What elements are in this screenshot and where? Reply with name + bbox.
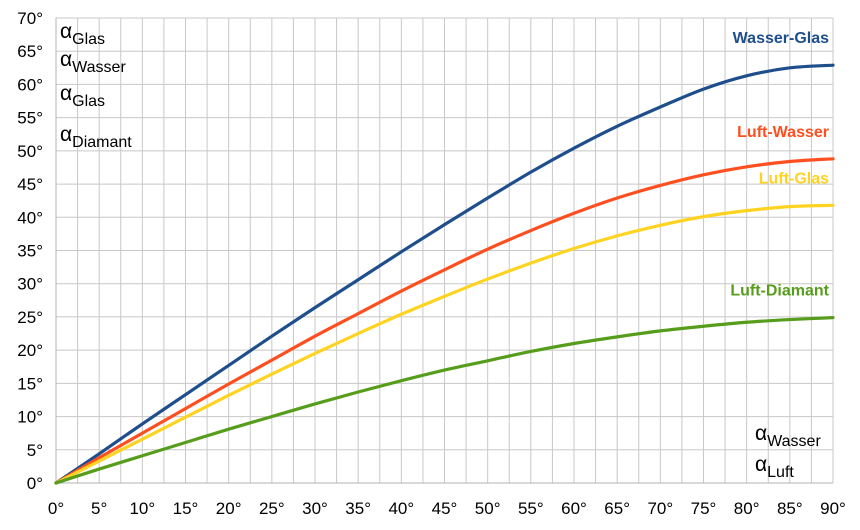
x-tick-label: 60° — [561, 499, 587, 518]
y-tick-label: 70° — [17, 9, 43, 28]
series-label-luft-wasser: Luft-Wasser — [737, 124, 829, 141]
x-tick-label: 85° — [777, 499, 803, 518]
angle-symbol: αLuft — [755, 453, 794, 481]
y-tick-label: 10° — [17, 408, 43, 427]
x-tick-label: 35° — [345, 499, 371, 518]
x-tick-label: 30° — [302, 499, 328, 518]
x-tick-labels: 0° 5° 10° 15° 20° 25° 30° 35° 40° 45° 50° 55° 60° 65°… — [48, 499, 846, 518]
grid — [55, 17, 834, 484]
y-tick-label: 15° — [17, 374, 43, 393]
series-line-wasser-glas — [54, 63, 835, 485]
series-line-luft-wasser — [54, 157, 835, 485]
y-tick-label: 20° — [17, 341, 43, 360]
y-tick-label: 5° — [27, 441, 43, 460]
x-tick-label: 25° — [259, 499, 285, 518]
x-tick-label: 0° — [48, 499, 64, 518]
x-tick-label: 5° — [91, 499, 107, 518]
angle-symbol: αWasser — [60, 48, 126, 76]
series-label-luft-glas: Luft-Glas — [759, 170, 829, 187]
y-tick-label: 55° — [17, 109, 43, 128]
x-tick-label: 55° — [518, 499, 544, 518]
y-tick-label: 25° — [17, 308, 43, 327]
series-labels: Wasser-Glas Luft-Wasser Luft-Glas Luft-Diam… — [730, 30, 829, 299]
series-label-wasser-glas: Wasser-Glas — [733, 30, 829, 47]
y-tick-label: 35° — [17, 242, 43, 261]
axes — [55, 18, 833, 484]
x-tick-label: 10° — [129, 499, 155, 518]
x-tick-label: 80° — [734, 499, 760, 518]
y-tick-label: 30° — [17, 275, 43, 294]
angle-symbol: αGlas — [60, 82, 105, 110]
y-tick-label: 0° — [27, 474, 43, 493]
angle-symbol: αGlas — [60, 20, 105, 48]
x-tick-label: 70° — [647, 499, 673, 518]
x-tick-label: 50° — [475, 499, 501, 518]
y-tick-label: 60° — [17, 75, 43, 94]
x-tick-label: 20° — [216, 499, 242, 518]
y-tick-label: 50° — [17, 142, 43, 161]
x-tick-label: 90° — [820, 499, 846, 518]
angle-symbol: αDiamant — [60, 123, 132, 151]
x-tick-label: 75° — [691, 499, 717, 518]
angle-symbol: αWasser — [755, 422, 821, 450]
series-lines — [54, 63, 835, 485]
x-tick-label: 45° — [432, 499, 458, 518]
x-tick-label: 65° — [604, 499, 630, 518]
y-tick-label: 45° — [17, 175, 43, 194]
y-tick-labels: 0° 5° 10° 15° 20° 25° 30° 35° 40° 45° 50° 55° 60° 65°… — [17, 9, 43, 493]
y-tick-label: 40° — [17, 208, 43, 227]
angle-annotations-bottom-right: αWasser αLuft — [755, 422, 821, 481]
y-tick-label: 65° — [17, 42, 43, 61]
series-label-luft-diamant: Luft-Diamant — [730, 283, 829, 300]
x-tick-label: 40° — [388, 499, 414, 518]
series-line-luft-diamant — [54, 315, 835, 485]
series-line-luft-glas — [54, 203, 835, 485]
x-tick-label: 15° — [173, 499, 199, 518]
